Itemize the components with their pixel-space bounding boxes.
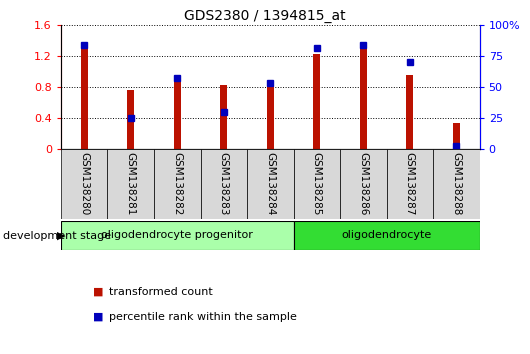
Text: GSM138284: GSM138284 — [266, 152, 275, 215]
Bar — [200, 149, 247, 219]
Bar — [81, 48, 87, 149]
Bar — [360, 46, 367, 149]
Text: transformed count: transformed count — [109, 287, 213, 297]
Bar — [174, 79, 181, 149]
Text: ■: ■ — [93, 312, 103, 322]
Bar — [340, 149, 386, 219]
Text: GSM138286: GSM138286 — [358, 152, 368, 215]
Text: oligodendrocyte progenitor: oligodendrocyte progenitor — [101, 230, 253, 240]
Text: GDS2380 / 1394815_at: GDS2380 / 1394815_at — [184, 9, 346, 23]
Text: ■: ■ — [93, 287, 103, 297]
Bar — [220, 85, 227, 149]
Bar — [433, 149, 480, 219]
Bar — [453, 123, 460, 149]
Text: GSM138285: GSM138285 — [312, 152, 322, 215]
Bar — [61, 221, 294, 250]
Bar — [247, 149, 294, 219]
Text: development stage: development stage — [3, 231, 111, 241]
Text: GSM138283: GSM138283 — [219, 152, 229, 215]
Bar — [267, 80, 274, 149]
Bar — [61, 149, 108, 219]
Text: percentile rank within the sample: percentile rank within the sample — [109, 312, 296, 322]
Bar — [294, 221, 480, 250]
Bar — [127, 90, 134, 149]
Text: GSM138282: GSM138282 — [172, 152, 182, 215]
Bar — [154, 149, 200, 219]
Text: ▶: ▶ — [57, 231, 66, 241]
Bar — [407, 75, 413, 149]
Text: GSM138288: GSM138288 — [452, 152, 462, 215]
Text: GSM138281: GSM138281 — [126, 152, 136, 215]
Bar — [313, 54, 320, 149]
Text: GSM138287: GSM138287 — [405, 152, 415, 215]
Text: GSM138280: GSM138280 — [79, 152, 89, 215]
Bar — [108, 149, 154, 219]
Bar — [386, 149, 433, 219]
Text: oligodendrocyte: oligodendrocyte — [341, 230, 432, 240]
Bar — [294, 149, 340, 219]
